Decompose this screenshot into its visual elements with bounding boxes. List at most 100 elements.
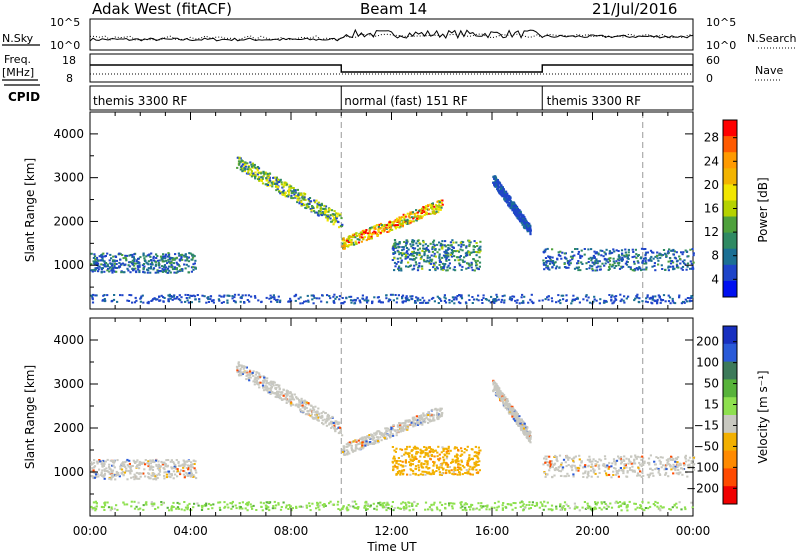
echo-cell [127,469,130,472]
echo-cell [466,460,469,462]
echo-cell [356,447,359,450]
echo-cell [482,294,485,297]
echo-cell [349,299,353,302]
echo-cell [262,171,265,174]
echo-cell [409,473,412,476]
echo-cell [364,230,367,233]
echo-cell [178,294,181,297]
echo-cell [267,181,270,184]
echo-cell [138,264,141,267]
echo-cell [266,174,269,177]
echo-cell [425,414,428,417]
echo-cell [276,182,279,185]
echo-cell [627,295,630,298]
echo-cell [100,271,103,274]
echo-cell [458,294,461,296]
echo-cell [322,423,325,426]
echo-cell [381,225,384,228]
colorbar-segment [723,232,737,250]
echo-cell [656,302,659,305]
echo-cell [411,295,414,298]
echo-cell [513,412,516,415]
echo-cell [423,414,426,417]
echo-cell [405,265,408,268]
echo-cell [103,477,106,480]
echo-cell [446,248,450,251]
echo-cell [395,217,399,220]
echo-cell [476,456,479,459]
echo-cell [451,472,454,475]
echo-cell [567,260,571,263]
echo-cell [157,460,160,463]
echo-cell [426,256,429,259]
echo-cell [522,214,525,217]
echo-cell [440,206,443,209]
echo-cell [220,295,223,298]
echo-cell [475,464,478,467]
echo-cell [207,296,210,299]
echo-cell [325,210,328,213]
echo-cell [501,295,504,298]
echo-cell [320,212,323,215]
echo-cell [94,258,97,261]
echo-cell [513,414,516,417]
y-tick-label: 4000 [53,127,84,141]
echo-cell [650,301,653,304]
echo-cell [432,264,436,267]
echo-cell [103,463,106,465]
echo-cell [171,298,174,301]
echo-cell [511,295,514,298]
echo-cell [109,253,112,256]
echo-cell [463,451,466,454]
power-x-ticks [89,112,694,309]
echo-cell [607,261,610,264]
echo-cell [455,459,458,461]
echo-cell [475,462,478,465]
echo-cell [326,217,329,220]
echo-cell [409,295,412,298]
echo-cell [103,270,106,273]
echo-cell [401,216,404,219]
echo-cell [276,188,279,191]
echo-cell [439,407,442,410]
echo-cell [398,269,401,272]
echo-cell [467,262,470,265]
echo-cell [274,176,277,179]
echo-cell [391,461,395,464]
echo-cell [144,260,147,263]
echo-cell [343,244,346,247]
echo-cell [314,411,317,413]
echo-cell [450,461,453,464]
echo-cell [257,299,260,302]
echo-cell [103,260,106,263]
echo-cell [93,471,96,474]
echo-cell [494,387,497,390]
echo-cell [245,378,248,381]
echo-cell [176,263,179,266]
echo-cell [594,464,597,467]
echo-cell [428,450,431,453]
echo-cell [396,466,399,468]
echo-cell [438,471,441,474]
echo-cell [449,253,452,256]
echo-cell [422,466,425,469]
echo-cell [365,297,368,300]
echo-cell [598,458,601,461]
freq-label-line2: [MHz] [2,66,34,79]
echo-cell [172,295,175,298]
echo-cell [447,452,451,455]
nsky-panel: N.Sky 10^5 10^0 10^5 10^0 N.Search [2,16,797,52]
echo-cell [190,472,193,475]
echo-cell [528,431,531,434]
echo-cell [424,248,428,250]
echo-cell [152,257,155,259]
echo-cell [177,298,181,301]
echo-cell [163,265,166,268]
echo-cell [406,250,409,253]
echo-cell [341,448,345,451]
echo-cell [473,466,476,469]
echo-cell [426,453,429,456]
echo-cell [391,433,394,436]
echo-cell [256,173,259,176]
echo-cell [187,260,191,263]
